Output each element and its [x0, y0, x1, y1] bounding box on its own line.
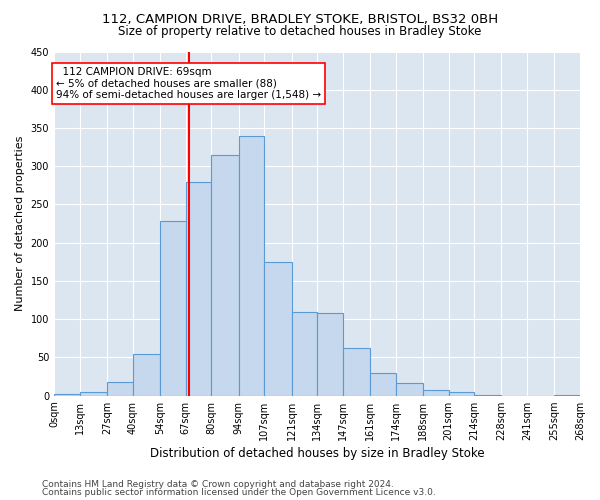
Bar — [554, 395, 580, 396]
Bar — [370, 372, 395, 396]
Text: Contains public sector information licensed under the Open Government Licence v3: Contains public sector information licen… — [42, 488, 436, 497]
Bar — [160, 222, 185, 396]
Bar — [54, 394, 80, 396]
Bar — [211, 155, 239, 396]
Bar — [133, 354, 160, 396]
Bar — [292, 312, 317, 396]
Bar — [107, 382, 133, 396]
Text: Size of property relative to detached houses in Bradley Stoke: Size of property relative to detached ho… — [118, 25, 482, 38]
Text: 112 CAMPION DRIVE: 69sqm
← 5% of detached houses are smaller (88)
94% of semi-de: 112 CAMPION DRIVE: 69sqm ← 5% of detache… — [56, 67, 321, 100]
Bar — [239, 136, 264, 396]
Bar — [185, 182, 211, 396]
Text: 112, CAMPION DRIVE, BRADLEY STOKE, BRISTOL, BS32 0BH: 112, CAMPION DRIVE, BRADLEY STOKE, BRIST… — [102, 12, 498, 26]
Bar — [264, 262, 292, 396]
Bar — [343, 348, 370, 396]
Bar — [449, 392, 474, 396]
Bar — [423, 390, 449, 396]
Text: Contains HM Land Registry data © Crown copyright and database right 2024.: Contains HM Land Registry data © Crown c… — [42, 480, 394, 489]
Bar — [317, 313, 343, 396]
X-axis label: Distribution of detached houses by size in Bradley Stoke: Distribution of detached houses by size … — [150, 447, 484, 460]
Bar — [474, 395, 502, 396]
Y-axis label: Number of detached properties: Number of detached properties — [15, 136, 25, 312]
Bar — [395, 384, 423, 396]
Bar — [80, 392, 107, 396]
